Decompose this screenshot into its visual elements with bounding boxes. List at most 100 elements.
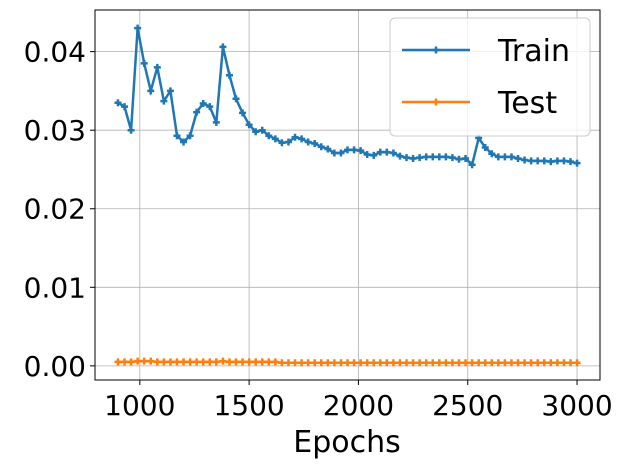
- point: [547, 158, 555, 166]
- point: [140, 357, 148, 365]
- x-axis-label: Epochs: [293, 425, 401, 460]
- point: [514, 359, 522, 367]
- point: [521, 156, 529, 164]
- point: [468, 161, 476, 169]
- point: [271, 135, 279, 143]
- point: [560, 359, 568, 367]
- y-tick-label: 0.02: [24, 193, 86, 226]
- point: [488, 150, 496, 158]
- point: [435, 153, 443, 161]
- point: [422, 153, 430, 161]
- point: [127, 126, 135, 134]
- point: [298, 359, 306, 367]
- point: [134, 357, 142, 365]
- point: [455, 155, 463, 163]
- point: [573, 159, 581, 167]
- point: [193, 108, 201, 116]
- point: [383, 148, 391, 156]
- point: [350, 146, 358, 154]
- point: [206, 358, 214, 366]
- point: [271, 358, 279, 366]
- point: [160, 97, 168, 105]
- point: [370, 359, 378, 367]
- point: [324, 145, 332, 153]
- point: [298, 135, 306, 143]
- point: [527, 157, 535, 165]
- point: [206, 103, 214, 111]
- point: [258, 126, 266, 134]
- point: [311, 359, 319, 367]
- point: [317, 143, 325, 151]
- point: [284, 359, 292, 367]
- point: [389, 149, 397, 157]
- point: [409, 359, 417, 367]
- point: [160, 358, 168, 366]
- point: [232, 358, 240, 366]
- legend-label: Test: [497, 86, 557, 121]
- point: [265, 132, 273, 140]
- point: [363, 359, 371, 367]
- point: [193, 358, 201, 366]
- point: [147, 357, 155, 365]
- point: [507, 153, 515, 161]
- y-tick-label: 0.00: [24, 350, 86, 383]
- point: [258, 358, 266, 366]
- point: [560, 157, 568, 165]
- legend-label: Train: [497, 34, 570, 69]
- point: [180, 358, 188, 366]
- point: [553, 157, 561, 165]
- point: [186, 132, 194, 140]
- point: [180, 138, 188, 146]
- point: [442, 359, 450, 367]
- point: [534, 359, 542, 367]
- point: [540, 359, 548, 367]
- point: [455, 359, 463, 367]
- point: [127, 358, 135, 366]
- point: [337, 359, 345, 367]
- point: [435, 359, 443, 367]
- point: [166, 358, 174, 366]
- point: [344, 146, 351, 154]
- point: [494, 153, 502, 161]
- point: [573, 359, 581, 367]
- point: [284, 138, 292, 146]
- point: [153, 358, 161, 366]
- point: [317, 359, 325, 367]
- point: [219, 43, 227, 51]
- point: [540, 157, 548, 165]
- point: [481, 143, 489, 151]
- point: [363, 151, 371, 159]
- point: [403, 154, 411, 162]
- point: [121, 103, 129, 111]
- point: [344, 359, 351, 367]
- point: [239, 358, 247, 366]
- point: [448, 154, 456, 162]
- point: [252, 358, 260, 366]
- point: [239, 109, 247, 117]
- point: [199, 99, 207, 107]
- plot-frame: [94, 9, 601, 381]
- point: [245, 358, 253, 366]
- point: [442, 153, 450, 161]
- point: [396, 152, 404, 160]
- point: [389, 359, 397, 367]
- point: [232, 95, 240, 103]
- point: [422, 359, 430, 367]
- point: [514, 154, 522, 162]
- point: [409, 154, 417, 162]
- point: [566, 158, 574, 166]
- point: [370, 151, 378, 159]
- point: [429, 153, 437, 161]
- point: [547, 359, 555, 367]
- point: [357, 359, 365, 367]
- point: [416, 359, 424, 367]
- legend-marker: [432, 46, 440, 54]
- point: [265, 358, 273, 366]
- x-tick-label: 1000: [104, 389, 175, 422]
- point: [173, 358, 181, 366]
- point: [134, 24, 142, 32]
- point: [304, 138, 312, 146]
- point: [186, 358, 194, 366]
- point: [304, 359, 312, 367]
